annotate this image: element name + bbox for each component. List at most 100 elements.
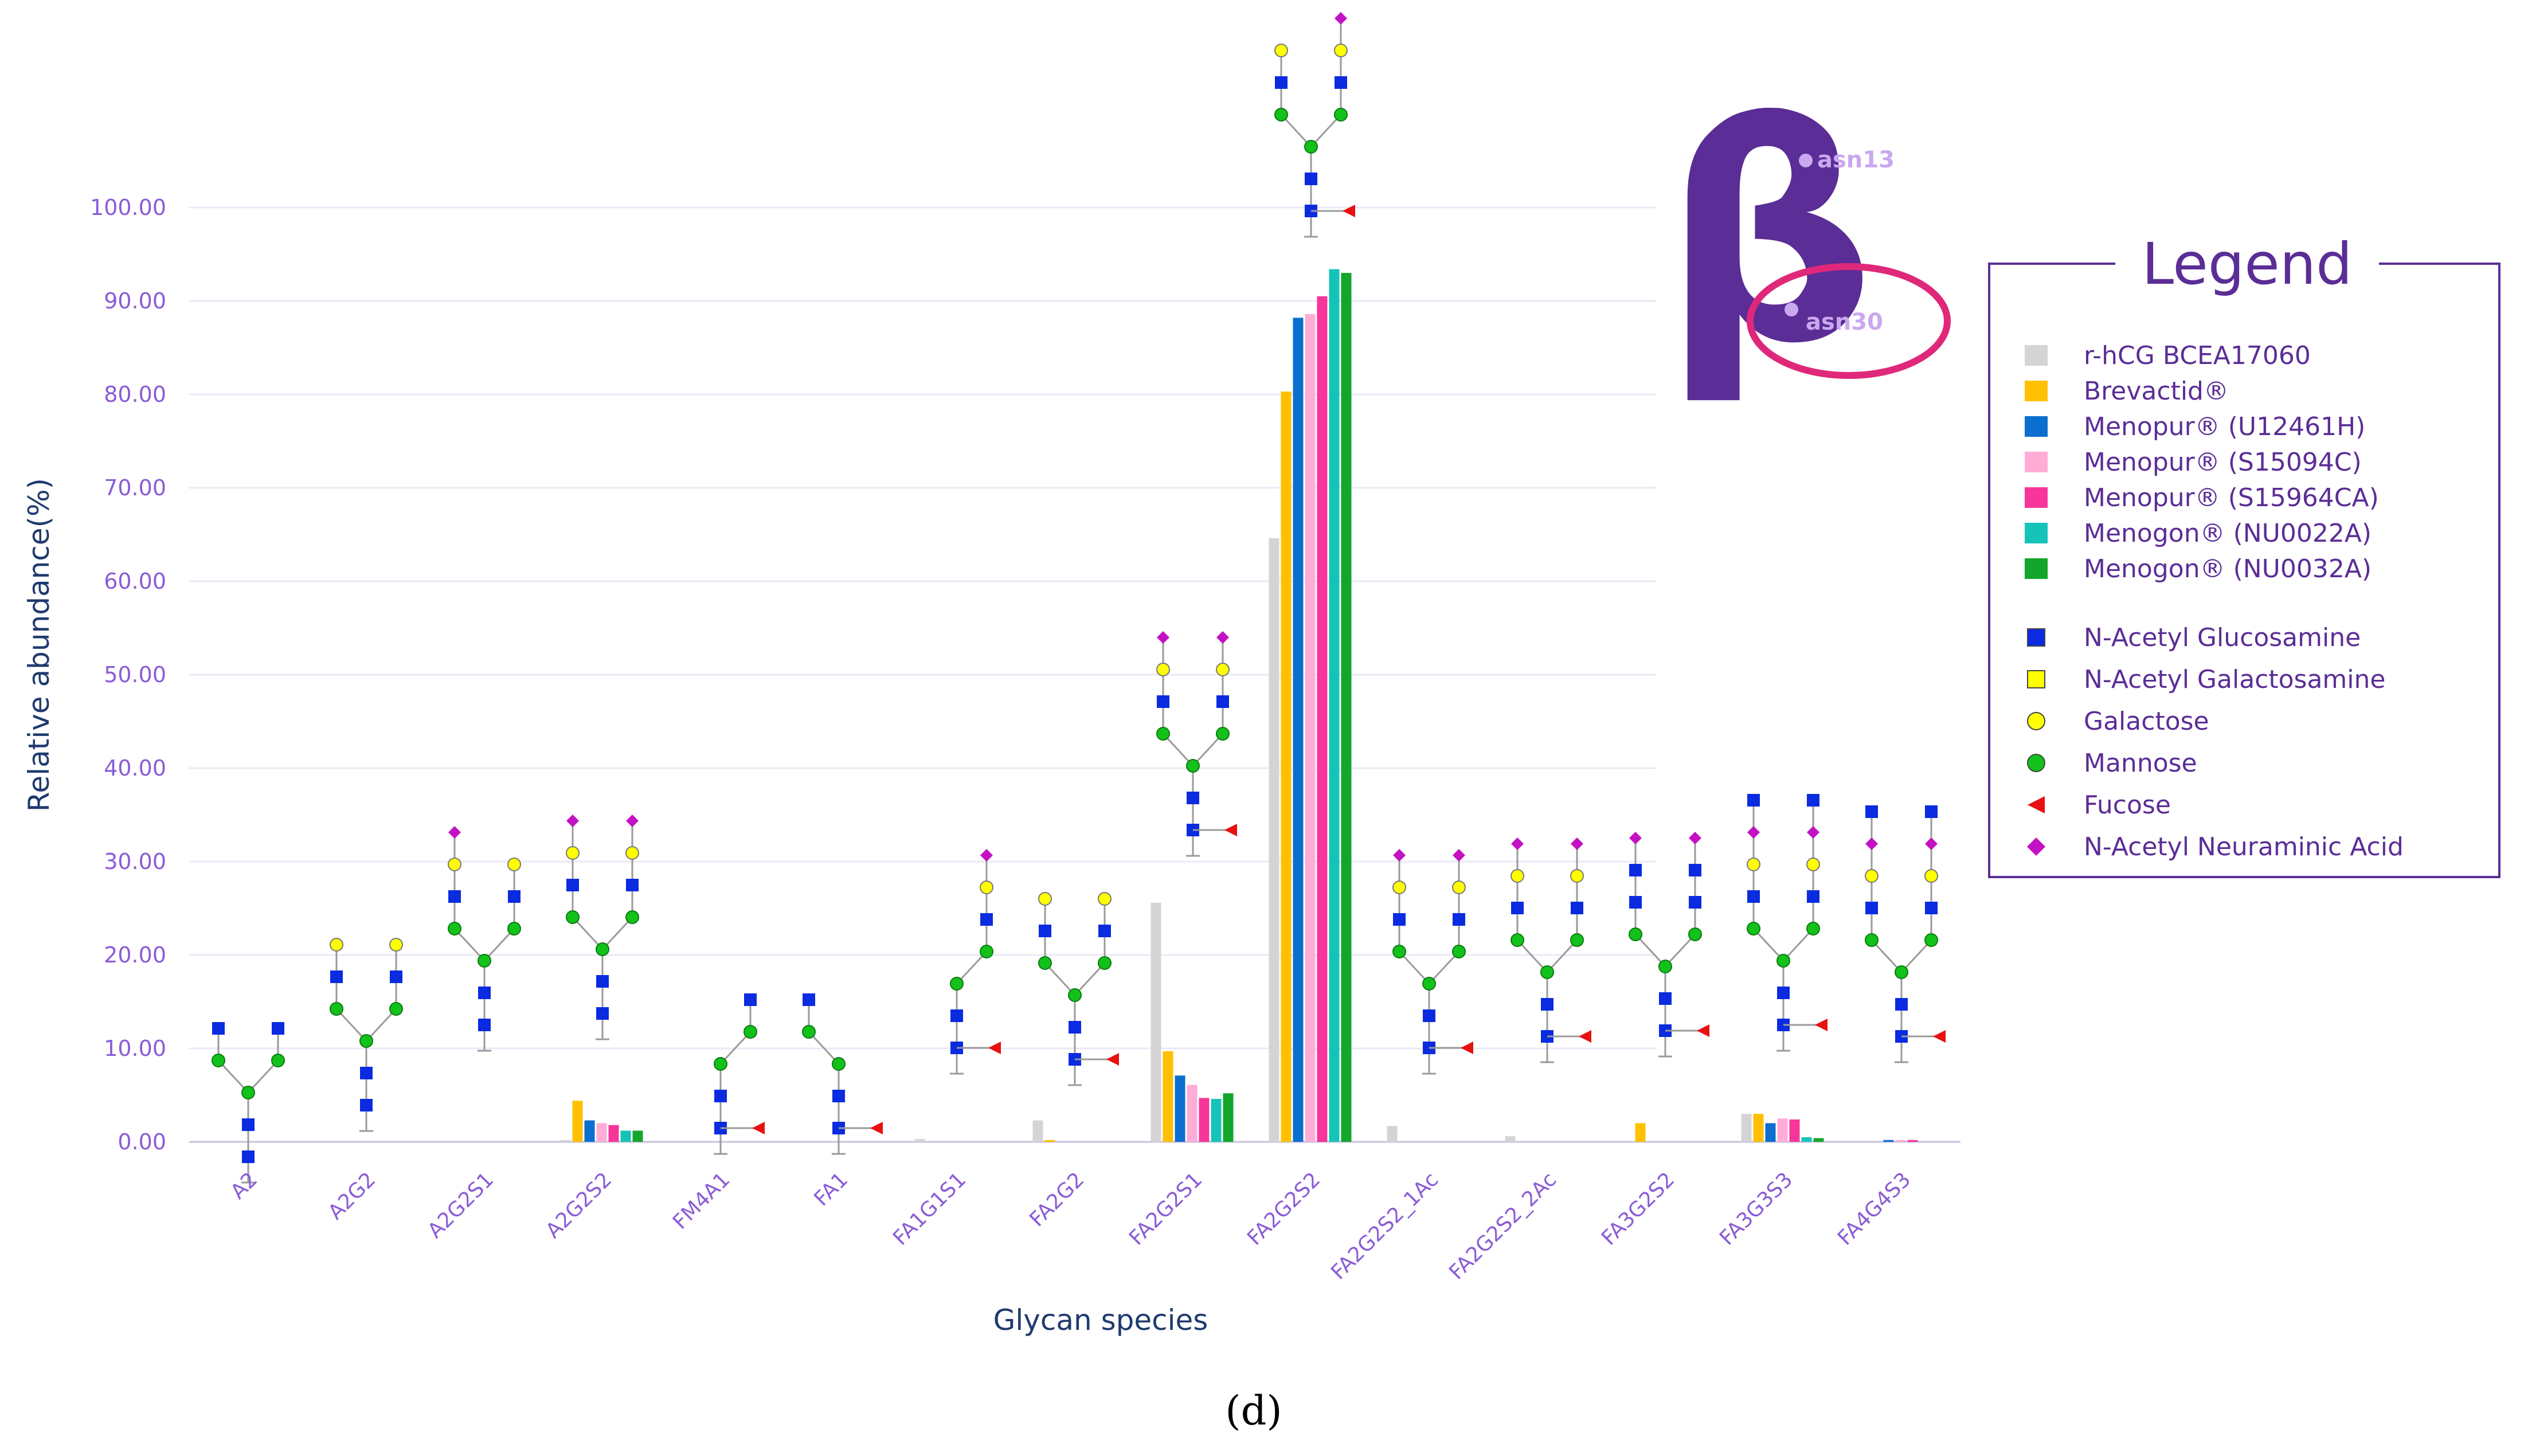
mannose-symbol — [1216, 727, 1230, 741]
legend-symbol — [2028, 796, 2045, 813]
glycan-linkage — [1900, 939, 1932, 973]
glcnac-symbol — [1689, 896, 1701, 909]
glcnac-symbol — [360, 1067, 373, 1079]
glcnac-symbol — [714, 1090, 727, 1102]
legend-swatch — [2025, 416, 2048, 437]
mannose-symbol — [1629, 927, 1642, 941]
glcnac-symbol — [478, 987, 491, 999]
glcnac-symbol — [1157, 695, 1169, 708]
sialic-acid-symbol — [1629, 832, 1642, 844]
mannose-symbol — [507, 922, 521, 936]
glycan-structure — [1629, 832, 1709, 1058]
x-tick-label: A2 — [226, 1168, 263, 1204]
glcnac-symbol — [1571, 902, 1583, 914]
sialic-acid-symbol — [1511, 837, 1524, 850]
asn13-label: asn13 — [1817, 147, 1895, 173]
glcnac-symbol — [330, 970, 343, 983]
x-tick-label: FA2G2 — [1026, 1168, 1089, 1231]
mannose-symbol — [1186, 759, 1200, 773]
glycan-structure — [448, 826, 521, 1052]
glycan-linkage — [808, 1031, 840, 1065]
legend-series-label: r-hCG BCEA17060 — [2084, 341, 2311, 370]
bar — [1281, 392, 1292, 1142]
bar — [1211, 1099, 1222, 1142]
glycan-structure — [566, 815, 639, 1040]
galactose-symbol — [1511, 869, 1524, 883]
glycan-linkage — [1310, 113, 1342, 148]
glycan-structure — [802, 993, 883, 1155]
glycan-linkage — [1752, 927, 1785, 962]
glcnac-symbol — [744, 993, 757, 1006]
mannose-symbol — [802, 1025, 816, 1039]
glcnac-symbol — [1453, 913, 1465, 926]
glycan-structure — [212, 1022, 285, 1184]
mannose-symbol — [1452, 945, 1466, 958]
glcnac-symbol — [1423, 1009, 1435, 1022]
bar — [632, 1130, 643, 1142]
bar — [1813, 1138, 1824, 1142]
legend-series-label: Brevactid® — [2084, 377, 2229, 406]
glcnac-symbol — [1807, 794, 1819, 807]
galactose-symbol — [1334, 44, 1348, 57]
glcnac-symbol — [1629, 896, 1642, 909]
galactose-symbol — [389, 938, 403, 952]
y-tick-label: 50.00 — [104, 662, 166, 687]
galactose-symbol — [1274, 44, 1288, 57]
glcnac-symbol — [1305, 173, 1317, 185]
fucose-symbol — [1461, 1042, 1473, 1054]
mannose-symbol — [566, 910, 580, 924]
bar — [1505, 1136, 1516, 1142]
glcnac-symbol — [1187, 792, 1199, 804]
bar — [1151, 902, 1161, 1142]
legend-symbol-label: Fucose — [2084, 790, 2171, 820]
legend-symbol-label: Mannose — [2084, 749, 2197, 778]
x-tick-label: FA4G4S3 — [1833, 1168, 1915, 1250]
sialic-acid-symbol — [1807, 826, 1819, 839]
grid-lines — [189, 206, 1960, 1143]
y-tick-label: 90.00 — [104, 288, 166, 314]
sialic-acid-symbol — [566, 815, 579, 827]
glycan-linkage — [1546, 939, 1578, 973]
glycan-linkage — [1044, 962, 1076, 996]
y-tick-label: 100.00 — [90, 195, 166, 220]
legend-swatch — [2025, 345, 2048, 366]
glycan-linkage — [365, 1008, 397, 1042]
mannose-symbol — [448, 922, 461, 936]
bar — [1387, 1126, 1398, 1142]
glycan-linkage — [335, 1008, 367, 1042]
y-tick-label: 60.00 — [104, 569, 166, 594]
bar — [1163, 1051, 1173, 1142]
glycan-structure — [1511, 837, 1591, 1063]
glcnac-symbol — [272, 1022, 284, 1035]
glcnac-symbol — [448, 890, 461, 903]
glcnac-symbol — [1216, 695, 1229, 708]
y-tick-label: 70.00 — [104, 475, 166, 500]
bar — [1777, 1118, 1788, 1142]
glcnac-symbol — [1747, 794, 1760, 807]
legend-symbol-label: N-Acetyl Neuraminic Acid — [2084, 832, 2404, 862]
glycan-structure — [714, 993, 765, 1155]
legend-series-label: Menopur® (U12461H) — [2084, 412, 2365, 441]
mannose-symbol — [980, 945, 993, 958]
legend-frame — [1988, 263, 2500, 878]
glcnac-symbol — [1659, 992, 1672, 1005]
glycan-linkage — [1162, 733, 1194, 767]
bar — [572, 1101, 583, 1142]
glycan-linkage — [956, 950, 988, 985]
bar — [1635, 1123, 1646, 1142]
fucose-symbol — [870, 1122, 883, 1134]
galactose-symbol — [448, 858, 461, 871]
glcnac-symbol — [508, 890, 521, 903]
glycan-structure — [330, 938, 403, 1132]
x-tick-label: A2G2 — [324, 1168, 381, 1224]
glycan-linkage — [1634, 933, 1666, 968]
beta-subunit-logo: β asn13 asn30 — [1662, 61, 1951, 409]
glycan-linkage — [572, 916, 604, 950]
bar — [560, 1140, 571, 1142]
legend-series-label: Menogon® (NU0022A) — [2084, 519, 2372, 548]
fucose-symbol — [1933, 1030, 1946, 1043]
mannose-symbol — [359, 1034, 373, 1048]
mannose-symbol — [478, 954, 491, 968]
bar — [1269, 538, 1279, 1142]
legend-title: Legend — [2142, 230, 2352, 298]
